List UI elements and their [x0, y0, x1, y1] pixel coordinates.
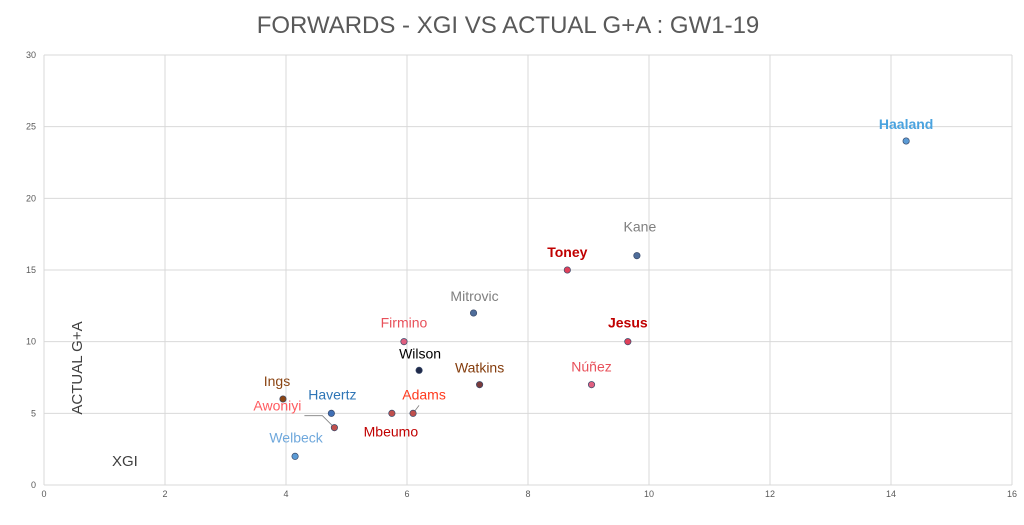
x-tick-label-7: 14	[886, 489, 896, 499]
x-tick-label-0: 0	[41, 489, 46, 499]
point-mitrovic	[469, 309, 478, 317]
y-axis-label: ACTUAL G+A	[69, 321, 86, 414]
point-wilson	[415, 366, 423, 374]
x-tick-label-5: 10	[644, 489, 654, 499]
y-tick-label-2: 10	[26, 337, 36, 347]
x-tick-label-1: 2	[162, 489, 167, 499]
x-tick-label-2: 4	[283, 489, 288, 499]
x-tick-label-4: 8	[525, 489, 530, 499]
y-tick-label-6: 30	[26, 50, 36, 60]
label-jesus: Jesus	[608, 315, 648, 331]
label-kane: Kane	[624, 219, 657, 235]
y-tick-label-1: 5	[31, 408, 36, 418]
callout-awoniyi	[304, 415, 335, 428]
label-mbeumo: Mbeumo	[364, 423, 419, 439]
label-adams: Adams	[402, 386, 446, 402]
point-ings	[279, 395, 287, 403]
x-axis-label: XGI	[112, 453, 138, 470]
label-welbeck: Welbeck	[269, 429, 323, 445]
point-welbeck	[291, 452, 299, 460]
point-firmino	[400, 338, 408, 346]
gridlines	[43, 54, 1013, 486]
data-points	[279, 137, 910, 460]
label-wilson: Wilson	[399, 345, 441, 361]
label-ings: Ings	[264, 373, 290, 389]
point-awoniyi	[330, 424, 338, 432]
label-awoniyi: Awoniyi	[253, 398, 301, 414]
point-mbeumo	[388, 409, 396, 417]
label-mitrovic: Mitrovic	[450, 288, 498, 304]
x-tick-label-6: 12	[765, 489, 775, 499]
point-jesus	[624, 338, 632, 346]
x-tick-label-3: 6	[404, 489, 409, 499]
y-tick-label-4: 20	[26, 193, 36, 203]
point-havertz	[327, 409, 335, 417]
point-watkins	[476, 381, 484, 389]
label-watkins: Watkins	[455, 360, 504, 376]
point-adams	[409, 409, 417, 417]
label-firmino: Firmino	[381, 315, 428, 331]
chart-title: FORWARDS - XGI VS ACTUAL G+A : GW1-19	[257, 12, 760, 39]
point-nunez	[587, 381, 596, 389]
point-labels: Haaland Kane Toney Mitrovic Jesus Firmino Wils…	[253, 116, 933, 445]
label-nunez: Núñez	[571, 359, 611, 375]
label-haaland: Haaland	[879, 116, 933, 132]
y-tick-label-3: 15	[26, 265, 36, 275]
label-havertz: Havertz	[308, 386, 356, 402]
label-toney: Toney	[547, 244, 587, 260]
x-tick-label-8: 16	[1007, 489, 1017, 499]
y-tick-label-0: 0	[31, 480, 36, 490]
point-toney	[563, 266, 571, 274]
tick-labels: 0 2 4 6 8 10 12 14 16 0 5 10 15 20 25 30	[26, 50, 1017, 499]
point-haaland	[902, 137, 910, 145]
point-kane	[633, 252, 641, 260]
y-tick-label-5: 25	[26, 122, 36, 132]
